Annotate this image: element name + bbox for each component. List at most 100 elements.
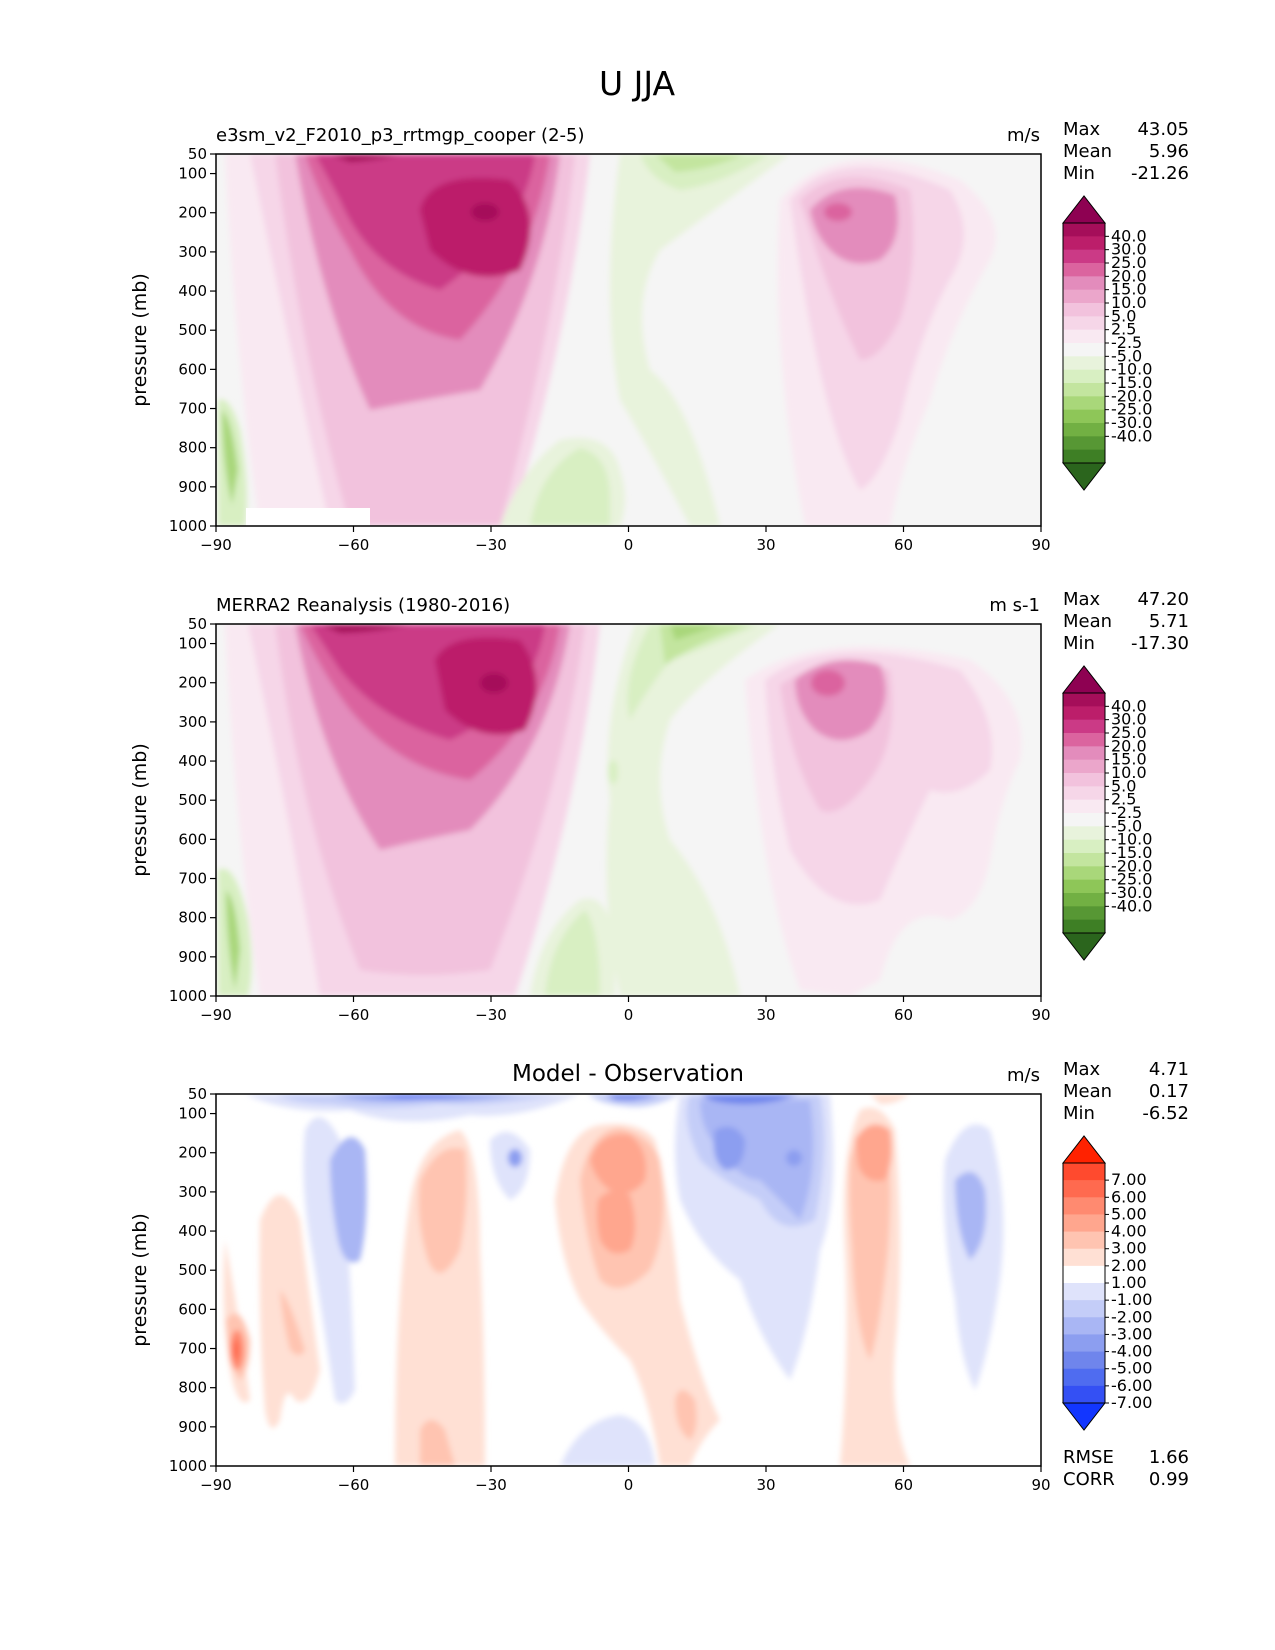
colorbar-swatch [1063, 919, 1105, 934]
x-tick-label: −60 [338, 1006, 370, 1024]
y-tick-label: 200 [178, 1144, 207, 1162]
y-axis-label: pressure (mb) [129, 743, 151, 877]
y-tick-label: 500 [178, 791, 207, 809]
x-tick-label: −90 [200, 536, 232, 554]
x-tick-label: 60 [894, 1006, 913, 1024]
colorbar-swatch [1063, 759, 1105, 774]
y-tick-label: 1000 [169, 987, 207, 1005]
colorbar-swatch [1063, 746, 1105, 761]
colorbar-swatch [1063, 329, 1105, 344]
colorbar-extend-bottom [1061, 462, 1107, 491]
x-tick-label: 90 [1031, 1006, 1050, 1024]
colorbar-swatch [1063, 1197, 1105, 1215]
colorbar-label: -4.00 [1111, 1342, 1152, 1361]
colorbar-swatch [1063, 719, 1105, 734]
x-tick-label: −90 [200, 1006, 232, 1024]
colorbar-swatch [1063, 223, 1105, 237]
colorbar-label: -10.0 [1111, 360, 1152, 379]
y-tick-label: 1000 [169, 1457, 207, 1475]
colorbar-label: 10.0 [1111, 293, 1147, 312]
colorbar-swatch [1063, 1163, 1105, 1181]
x-ticks: −90 −60 −30 0 30 60 90 [200, 996, 1051, 1024]
colorbar-label: 15.0 [1111, 750, 1147, 769]
x-tick-label: −60 [338, 1476, 370, 1494]
y-tick-label: 900 [178, 1418, 207, 1436]
colorbar-swatch [1063, 839, 1105, 854]
colorbar-label: -25.0 [1111, 870, 1152, 889]
colorbar-extend-top [1061, 195, 1107, 224]
stats-block: Max 4.71 Mean 0.17 Min -6.52 [1063, 1059, 1189, 1124]
y-tick-label: 50 [188, 145, 207, 163]
colorbar-swatch [1063, 356, 1105, 371]
colorbar-swatch [1063, 276, 1105, 291]
colorbar-label: 5.0 [1111, 306, 1136, 325]
colorbar-swatch [1063, 289, 1105, 304]
error-stats: RMSE 1.66 CORR 0.99 [1063, 1447, 1189, 1490]
colorbar-label: 10.0 [1111, 763, 1147, 782]
stat-max-value: 47.20 [1137, 589, 1189, 610]
x-tick-label: 0 [624, 1476, 634, 1494]
colorbar-swatch [1063, 1214, 1105, 1233]
colorbar-swatch [1063, 826, 1105, 841]
stat-mean-label: Mean [1063, 141, 1112, 162]
colorbar-label: -20.0 [1111, 386, 1152, 405]
figure-title: U JJA [599, 64, 676, 103]
colorbar-label: -2.5 [1111, 803, 1142, 822]
colorbar-label: 2.5 [1111, 790, 1136, 809]
colorbar-swatch [1063, 1283, 1105, 1301]
x-tick-label: 30 [756, 1476, 775, 1494]
x-tick-label: 30 [756, 536, 775, 554]
y-tick-label: 300 [178, 243, 207, 261]
y-tick-label: 800 [178, 1379, 207, 1397]
colorbar-label: 2.5 [1111, 320, 1136, 339]
colorbar-swatch [1063, 449, 1105, 464]
x-tick-label: 90 [1031, 536, 1050, 554]
stats-block: Max 43.05 Mean 5.96 Min -21.26 [1063, 119, 1189, 184]
panel-difference: Model - Observation m/s [129, 1059, 1189, 1494]
panel-units: m s-1 [989, 595, 1040, 616]
colorbar-label: 25.0 [1111, 723, 1147, 742]
colorbar-swatch [1063, 879, 1105, 894]
colorbar-swatch [1063, 906, 1105, 921]
corr-label: CORR [1063, 1469, 1115, 1490]
y-tick-label: 500 [178, 1261, 207, 1279]
stat-mean-value: 0.17 [1149, 1081, 1189, 1102]
colorbar: 40.030.025.020.015.010.05.02.5-2.5-5.0-1… [1061, 665, 1152, 961]
colorbar-label: 4.00 [1111, 1222, 1147, 1241]
stat-min-label: Min [1063, 633, 1095, 654]
colorbar-label: 5.0 [1111, 776, 1136, 795]
x-tick-label: −30 [475, 1476, 507, 1494]
stat-mean-label: Mean [1063, 611, 1112, 632]
y-tick-label: 900 [178, 948, 207, 966]
x-tick-label: 60 [894, 536, 913, 554]
colorbar-label: -5.0 [1111, 346, 1142, 365]
y-tick-label: 50 [188, 1085, 207, 1103]
colorbar-label: 40.0 [1111, 226, 1147, 245]
panel-observation: MERRA2 Reanalysis (1980-2016) m s-1 [129, 589, 1189, 1024]
stat-max-label: Max [1063, 1059, 1101, 1080]
colorbar-label: -15.0 [1111, 373, 1152, 392]
x-tick-label: −30 [475, 536, 507, 554]
stat-mean-label: Mean [1063, 1081, 1112, 1102]
y-tick-label: 900 [178, 478, 207, 496]
colorbar-label: 2.00 [1111, 1256, 1147, 1275]
y-tick-label: 1000 [169, 517, 207, 535]
colorbar-label: -20.0 [1111, 856, 1152, 875]
colorbar-label: -30.0 [1111, 413, 1152, 432]
colorbar-label: -15.0 [1111, 843, 1152, 862]
y-tick-label: 300 [178, 713, 207, 731]
colorbar-swatch [1063, 1248, 1105, 1267]
y-tick-label: 700 [178, 400, 207, 418]
colorbar-label: 7.00 [1111, 1170, 1147, 1189]
colorbar-label: 5.00 [1111, 1204, 1147, 1223]
colorbar-swatch [1063, 369, 1105, 384]
panel-title: MERRA2 Reanalysis (1980-2016) [216, 595, 510, 616]
colorbar-swatch [1063, 813, 1105, 827]
panel-units: m/s [1007, 1065, 1040, 1086]
colorbar-label: -5.0 [1111, 816, 1142, 835]
colorbar-swatch [1063, 1334, 1105, 1353]
colorbar-label: -2.5 [1111, 333, 1142, 352]
stat-min-label: Min [1063, 1103, 1095, 1124]
colorbar-label: -6.00 [1111, 1376, 1152, 1395]
colorbar-extend-top [1061, 1135, 1107, 1164]
